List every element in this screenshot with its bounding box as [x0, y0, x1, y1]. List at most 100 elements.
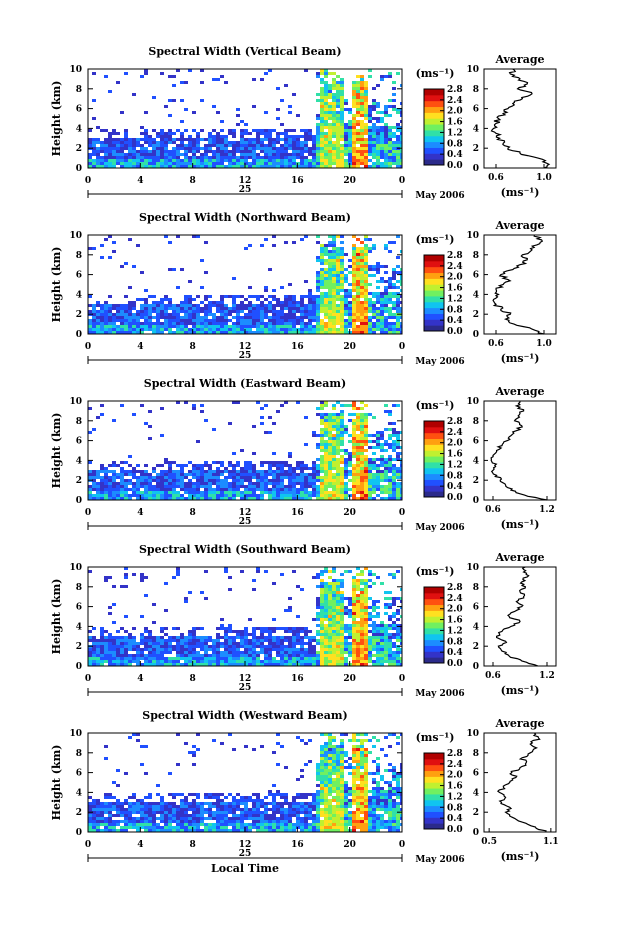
heatmap-cell	[220, 461, 224, 464]
heatmap-cell	[352, 123, 356, 126]
heatmap-cell	[296, 141, 300, 144]
heatmap-cell	[360, 651, 364, 654]
heatmap-cell	[108, 322, 112, 325]
heatmap-cell	[336, 75, 340, 78]
heatmap-cell	[180, 476, 184, 479]
x-tick-label: 16	[291, 508, 304, 518]
heatmap-cell	[352, 322, 356, 325]
colorbar-swatch	[424, 307, 444, 314]
heatmap-cell	[276, 663, 280, 666]
heatmap-cell	[216, 165, 220, 168]
heatmap-cell	[200, 663, 204, 666]
heatmap-cell	[260, 627, 264, 630]
heatmap-cell	[100, 494, 104, 497]
heatmap-cell	[396, 319, 400, 322]
heatmap-cell	[192, 497, 196, 500]
heatmap-cell	[272, 144, 276, 147]
heatmap-cell	[356, 292, 360, 295]
heatmap-cell	[148, 328, 152, 331]
heatmap-cell	[400, 328, 402, 331]
heatmap-cell	[356, 150, 360, 153]
heatmap-cell	[224, 476, 228, 479]
heatmap-cell	[248, 153, 252, 156]
colorbar-swatch	[424, 301, 444, 309]
heatmap-cell	[236, 494, 240, 497]
heatmap-cell	[388, 310, 392, 313]
heatmap-cell	[284, 651, 288, 654]
heatmap-cell	[180, 301, 184, 304]
heatmap-cell	[112, 654, 116, 657]
heatmap-cell	[292, 241, 296, 244]
heatmap-cell	[232, 636, 236, 639]
heatmap-cell	[88, 331, 92, 334]
colorbar-tick-label: 1.2	[447, 294, 463, 304]
heatmap-cell	[224, 642, 228, 645]
heatmap-cell	[244, 129, 248, 132]
heatmap-cell	[96, 494, 100, 497]
heatmap-cell	[264, 144, 268, 147]
heatmap-cell	[300, 295, 304, 298]
heatmap-cell	[356, 162, 360, 165]
heatmap-cell	[340, 147, 344, 150]
colorbar-swatch	[424, 147, 444, 154]
heatmap-cell	[124, 72, 128, 75]
heatmap-cell	[340, 90, 344, 93]
heatmap-cell	[352, 633, 356, 636]
heatmap-cell	[332, 262, 336, 265]
heatmap-cell	[352, 422, 356, 425]
heatmap-cell	[336, 90, 340, 93]
heatmap-cell	[132, 304, 136, 307]
heatmap-cell	[148, 162, 152, 165]
heatmap-cell	[108, 494, 112, 497]
heatmap-cell	[352, 663, 356, 666]
heatmap-cell	[392, 573, 396, 576]
heatmap-cell	[148, 645, 152, 648]
heatmap-cell	[280, 319, 284, 322]
heatmap-cell	[236, 401, 240, 404]
heatmap-cell	[380, 304, 384, 307]
heatmap-cell	[168, 660, 172, 663]
heatmap-cell	[360, 488, 364, 491]
heatmap-cell	[360, 316, 364, 319]
heatmap-cell	[388, 292, 392, 295]
heatmap-cell	[104, 147, 108, 150]
heatmap-cell	[344, 319, 348, 322]
heatmap-cell	[280, 654, 284, 657]
heatmap-cell	[152, 301, 156, 304]
heatmap-cell	[324, 419, 328, 422]
heatmap-cell	[340, 108, 344, 111]
heatmap-cell	[240, 331, 244, 334]
heatmap-cell	[252, 316, 256, 319]
heatmap-cell	[88, 295, 92, 298]
heatmap-cell	[108, 328, 112, 331]
heatmap-cell	[332, 111, 336, 114]
heatmap-cell	[120, 156, 124, 159]
heatmap-cell	[340, 431, 344, 434]
heatmap-cell	[384, 633, 388, 636]
heatmap-cell	[292, 135, 296, 138]
heatmap-cell	[156, 660, 160, 663]
heatmap-cell	[120, 150, 124, 153]
heatmap-cell	[180, 473, 184, 476]
heatmap-cell	[320, 307, 324, 310]
heatmap-cell	[124, 485, 128, 488]
heatmap-cell	[276, 645, 280, 648]
heatmap-cell	[240, 325, 244, 328]
heatmap-cell	[392, 494, 396, 497]
y-tick-label: 8	[76, 417, 82, 427]
heatmap-cell	[92, 322, 96, 325]
heatmap-cell	[188, 491, 192, 494]
heatmap-cell	[208, 654, 212, 657]
heatmap-cell	[384, 612, 388, 615]
heatmap-cell	[124, 313, 128, 316]
heatmap-cell	[136, 325, 140, 328]
heatmap-cell	[348, 473, 352, 476]
heatmap-cell	[252, 105, 256, 108]
heatmap-cell	[276, 651, 280, 654]
heatmap-cell	[304, 497, 308, 500]
heatmap-cell	[380, 651, 384, 654]
heatmap-cell	[292, 159, 296, 162]
heatmap-cell	[224, 316, 228, 319]
heatmap-cell	[144, 648, 148, 651]
heatmap-cell	[292, 494, 296, 497]
